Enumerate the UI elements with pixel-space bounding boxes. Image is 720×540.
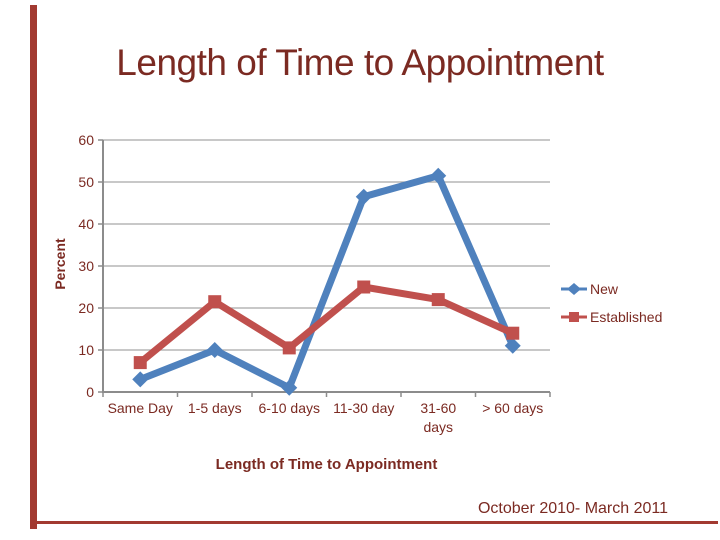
- series-line-new: [136, 172, 517, 392]
- new-series-marker-icon: [561, 282, 587, 295]
- legend-diamond-new: [567, 282, 581, 295]
- x-category-label: 1-5 days: [188, 400, 242, 416]
- legend-item-established: Established: [560, 306, 662, 327]
- x-category-label: > 60 days: [482, 400, 543, 416]
- series-marker-established: [357, 280, 371, 294]
- legend: New Established: [560, 278, 662, 327]
- series-marker-new: [504, 337, 521, 354]
- slide-title: Length of Time to Appointment: [116, 42, 604, 83]
- legend-label-new: New: [590, 280, 619, 297]
- x-category-label: 31-60: [420, 400, 456, 416]
- series-marker-new: [206, 342, 223, 358]
- legend-square-established: [569, 311, 579, 322]
- x-axis-title: Length of Time to Appointment: [215, 456, 438, 473]
- y-tick-label: 60: [78, 132, 94, 148]
- y-tick-label: 0: [86, 384, 94, 400]
- series-line-established: [136, 283, 517, 367]
- legend-item-new: New: [560, 278, 662, 299]
- date-range-caption: October 2010- March 2011: [477, 500, 668, 517]
- legend-label-established: Established: [590, 308, 663, 325]
- series-marker-new: [355, 188, 372, 205]
- series-marker-established: [506, 326, 520, 340]
- established-series-marker-icon: [561, 311, 587, 322]
- series-marker-established: [208, 295, 222, 309]
- y-tick-label: 20: [78, 300, 94, 316]
- x-category-label: 6-10 days: [259, 400, 320, 416]
- series-marker-established: [431, 293, 445, 307]
- y-tick-label: 30: [78, 258, 94, 274]
- x-category-label: Same Day: [108, 400, 173, 416]
- series-marker-new: [132, 371, 149, 388]
- slide-left-border: [30, 5, 37, 529]
- slide-bottom-border: [30, 521, 718, 524]
- x-category-label: days: [423, 419, 453, 435]
- series-marker-new: [430, 167, 447, 184]
- y-tick-label: 40: [78, 216, 94, 232]
- y-tick-label: 50: [78, 174, 94, 190]
- series-marker-new: [281, 379, 298, 396]
- x-category-label: 11-30 day: [333, 400, 394, 416]
- series-marker-established: [282, 341, 296, 355]
- y-axis-title: Percent: [52, 238, 68, 290]
- series-marker-established: [133, 356, 147, 370]
- y-tick-label: 10: [78, 342, 94, 358]
